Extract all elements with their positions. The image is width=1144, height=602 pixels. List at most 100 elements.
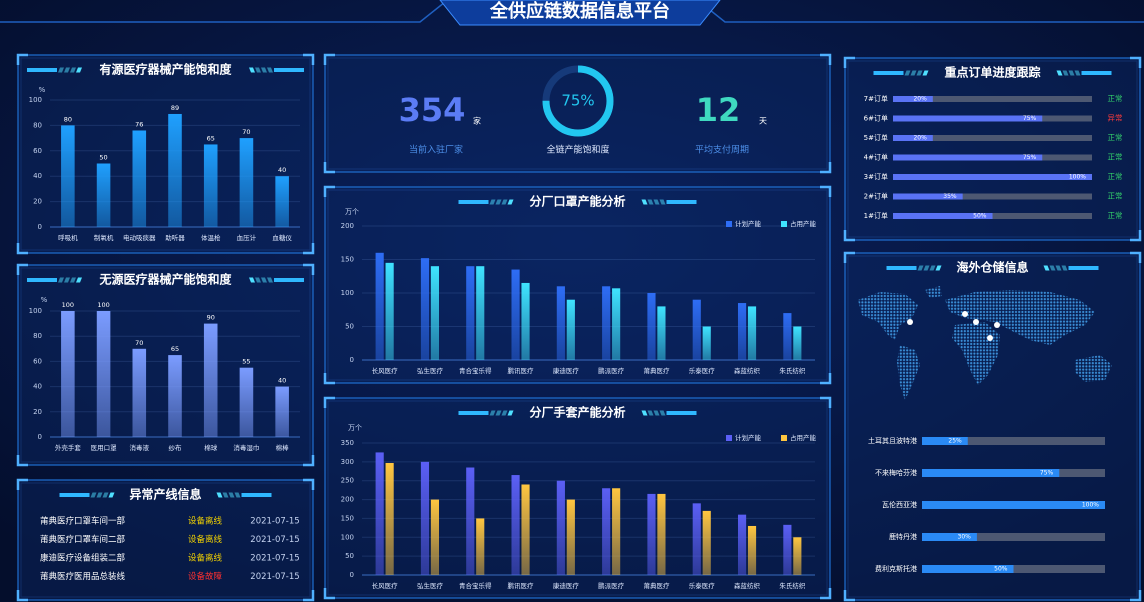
panel-corner — [843, 56, 855, 68]
line-name: 康迪医疗设备组装二部 — [40, 553, 126, 564]
title-deco — [489, 199, 496, 205]
panel-corner — [1130, 590, 1142, 602]
bar — [511, 475, 520, 575]
bar — [602, 286, 611, 360]
x-tick-label: 消毒液 — [130, 443, 150, 452]
x-tick-label: 消毒湿巾 — [233, 443, 259, 452]
progress-fill — [893, 213, 993, 219]
title-deco — [234, 492, 241, 498]
title-bar — [1081, 71, 1112, 75]
bar — [793, 537, 802, 575]
panel-corner — [16, 243, 28, 255]
x-tick-label: 弘生医疗 — [417, 581, 444, 590]
bar — [203, 323, 218, 437]
line-status: 设备离线 — [188, 534, 223, 545]
page-title: 全供应链数据信息平台 — [489, 0, 670, 22]
progress-fill — [893, 193, 963, 200]
panel-inner — [327, 57, 828, 170]
bar — [420, 258, 430, 360]
title-bar — [666, 411, 697, 415]
x-tick-label: 助听器 — [165, 233, 185, 242]
x-tick-label: 棉球 — [204, 443, 218, 452]
bar — [375, 252, 384, 360]
panel-corner — [303, 263, 315, 275]
legend-swatch — [781, 435, 787, 441]
bar — [657, 493, 666, 575]
title-deco — [1068, 70, 1075, 76]
title-deco — [659, 199, 666, 205]
progress-value-label: 30% — [958, 534, 972, 541]
y-tick-label: 20 — [33, 408, 42, 416]
bar — [132, 348, 147, 437]
title-deco — [647, 199, 654, 205]
title-deco — [255, 277, 261, 283]
title-deco — [641, 410, 648, 416]
bar — [132, 130, 147, 227]
x-tick-label: 青合宝乐得 — [459, 581, 492, 590]
panel-corner — [16, 53, 28, 65]
panel-corner — [16, 478, 28, 490]
bar — [385, 462, 394, 575]
bar-value-label: 100 — [97, 301, 109, 309]
panel-corner — [820, 185, 832, 197]
header-plate — [439, 0, 721, 26]
x-tick-label: 纱布 — [169, 443, 183, 452]
title-deco — [929, 265, 936, 271]
row-label: 4#订单 — [864, 153, 888, 162]
x-tick-label: 青合宝乐得 — [459, 366, 492, 375]
progress-value-label: 50% — [994, 566, 1008, 573]
panel-corner — [303, 478, 315, 490]
title-deco — [249, 277, 255, 283]
row-label: 3#订单 — [864, 172, 888, 181]
title-deco — [916, 70, 923, 76]
title-deco — [76, 277, 82, 283]
status-label: 正常 — [1108, 133, 1123, 142]
title-deco — [261, 67, 267, 73]
progress-value-label: 75% — [1023, 154, 1037, 161]
progress-value-label: 35% — [943, 193, 957, 200]
bar — [737, 303, 747, 360]
title-deco — [647, 410, 654, 416]
kpi-value: 12 — [696, 91, 741, 129]
legend-label: 计划产能 — [735, 433, 762, 442]
progress-value-label: 100% — [1069, 174, 1086, 181]
progress-value-label: 20% — [913, 135, 927, 142]
panel-inner — [20, 57, 311, 251]
bar-value-label: 50 — [99, 154, 107, 162]
bar-value-label: 90 — [207, 314, 215, 322]
y-unit: 万个 — [345, 208, 359, 216]
title-deco — [58, 277, 64, 283]
title-bar — [666, 200, 697, 204]
title-bar — [886, 266, 917, 270]
panel-corner — [16, 590, 28, 602]
title-bar — [27, 278, 57, 282]
title-deco — [653, 199, 660, 205]
ring-caption: 全链产能饱和度 — [546, 144, 609, 156]
panel-corner — [1130, 230, 1142, 242]
row-label: 费利克斯托港 — [875, 564, 917, 573]
bar-value-label: 65 — [171, 345, 179, 353]
bar — [203, 144, 218, 227]
panel — [17, 479, 314, 601]
title-deco — [1062, 70, 1069, 76]
y-tick-label: 100 — [341, 533, 354, 541]
title-deco — [904, 70, 911, 76]
x-tick-label: 森蓝纺织 — [734, 366, 761, 375]
bar — [96, 163, 111, 227]
title-deco — [267, 277, 273, 283]
x-tick-label: 朱氏纺织 — [779, 366, 806, 375]
bar — [168, 113, 182, 227]
panel-corner — [303, 243, 315, 255]
panel-title: 分厂口罩产能分析 — [529, 194, 625, 209]
title-bar — [274, 278, 304, 282]
bar — [793, 326, 802, 360]
legend-swatch — [726, 221, 732, 227]
kpi-value: 354 — [399, 91, 466, 129]
bar — [747, 306, 757, 360]
x-tick-label: 长风医疗 — [372, 581, 399, 590]
x-tick-label: 朱氏纺织 — [779, 581, 806, 590]
x-tick-label: 森蓝纺织 — [734, 581, 761, 590]
title-deco — [70, 67, 76, 73]
bar — [657, 306, 666, 360]
y-tick-label: 150 — [341, 514, 354, 522]
